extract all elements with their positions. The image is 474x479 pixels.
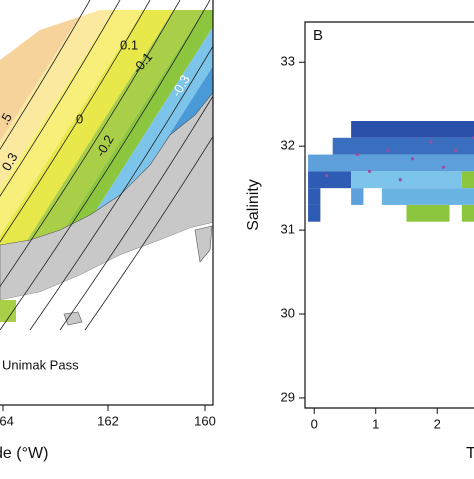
cell [351,188,364,205]
contour-label: 0.1 [120,37,138,52]
contour-line [0,0,151,243]
y-tick-label: 29 [281,389,295,404]
contour-line [84,135,213,331]
contour-line [29,45,213,331]
cell [332,137,474,155]
cell [308,171,352,189]
x-tick-label: 0 [311,416,318,431]
contour-line [0,0,211,331]
map [0,0,213,405]
map-cell [0,300,16,322]
cell [406,204,450,222]
x-tick-label: 2 [434,416,441,431]
island [194,225,213,263]
cell [461,204,474,222]
cell [381,188,474,205]
cell [351,121,474,138]
ts-plot: 29 30 31 32 33 0 1 2 B Salinity T [245,21,474,462]
cell [308,204,321,222]
x-tick-label: 162 [97,413,119,428]
contour-line [0,0,181,288]
x-tick-label: 1 [372,416,379,431]
island [63,311,83,326]
point [411,157,415,161]
contour-line [0,0,91,150]
cell [308,188,321,205]
x-axis-label: de (°W) [0,445,48,462]
sea [0,222,213,405]
panel-label: B [313,27,323,44]
map-frame [0,0,214,406]
y-tick-label: 30 [281,305,295,320]
contour-line [0,0,121,197]
y-tick-label: 32 [281,138,295,153]
x-tick-label: 160 [194,413,216,428]
cell [461,171,474,189]
map-blank [0,0,213,60]
point [367,169,372,173]
x-axis-label: T [466,445,474,462]
cell [308,154,474,172]
point [454,148,458,152]
point [386,148,390,152]
plot-frame [304,21,474,409]
contour-label: 0 [76,111,83,126]
point [398,178,402,182]
point [441,165,445,169]
point [429,140,433,144]
point [355,152,359,157]
y-tick-label: 33 [281,54,295,69]
contour-line [59,95,213,331]
contours [0,0,213,331]
plot-area [308,121,474,222]
point [324,173,329,178]
cell [351,171,462,189]
place-label: Unimak Pass [2,357,79,372]
x-tick-label: 164 [0,413,14,428]
y-axis-label: Salinity [245,179,262,231]
y-tick-label: 31 [281,222,295,237]
